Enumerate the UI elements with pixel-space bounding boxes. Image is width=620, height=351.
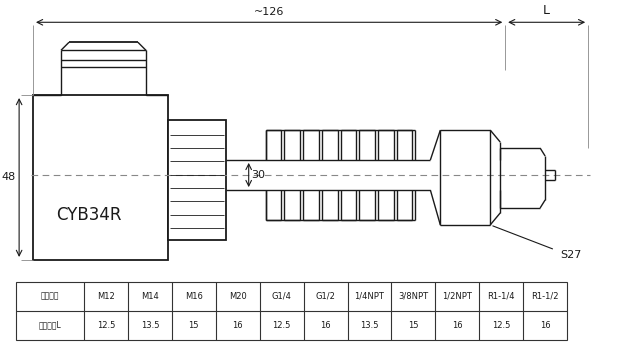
Text: 13.5: 13.5 [360, 321, 379, 330]
Text: G1/4: G1/4 [272, 292, 291, 301]
Text: 12.5: 12.5 [97, 321, 115, 330]
Bar [168, 120, 226, 240]
Text: 16: 16 [232, 321, 243, 330]
Text: 12.5: 12.5 [272, 321, 291, 330]
Text: 12.5: 12.5 [492, 321, 510, 330]
Text: 15: 15 [188, 321, 199, 330]
Text: 16: 16 [452, 321, 463, 330]
Text: M12: M12 [97, 292, 115, 301]
Text: 3/8NPT: 3/8NPT [398, 292, 428, 301]
Text: L: L [543, 4, 550, 17]
Text: CYB34R: CYB34R [56, 206, 122, 224]
Text: 13.5: 13.5 [141, 321, 159, 330]
Text: 48: 48 [2, 172, 16, 183]
Text: R1-1/4: R1-1/4 [487, 292, 515, 301]
Text: 30: 30 [252, 170, 266, 180]
Text: 表头规格: 表头规格 [41, 292, 60, 301]
Text: 15: 15 [408, 321, 419, 330]
Text: S27: S27 [560, 250, 582, 260]
Text: 1/2NPT: 1/2NPT [442, 292, 472, 301]
Text: M16: M16 [185, 292, 203, 301]
Text: M20: M20 [229, 292, 247, 301]
Text: G1/2: G1/2 [316, 292, 335, 301]
Text: 1/4NPT: 1/4NPT [355, 292, 384, 301]
Bar [16, 282, 567, 340]
Text: R1-1/2: R1-1/2 [531, 292, 559, 301]
Text: 16: 16 [540, 321, 551, 330]
Text: 表头长度L: 表头长度L [38, 321, 61, 330]
Text: ~126: ~126 [254, 7, 285, 17]
Text: 16: 16 [321, 321, 331, 330]
Text: M14: M14 [141, 292, 159, 301]
Bar [33, 95, 168, 260]
